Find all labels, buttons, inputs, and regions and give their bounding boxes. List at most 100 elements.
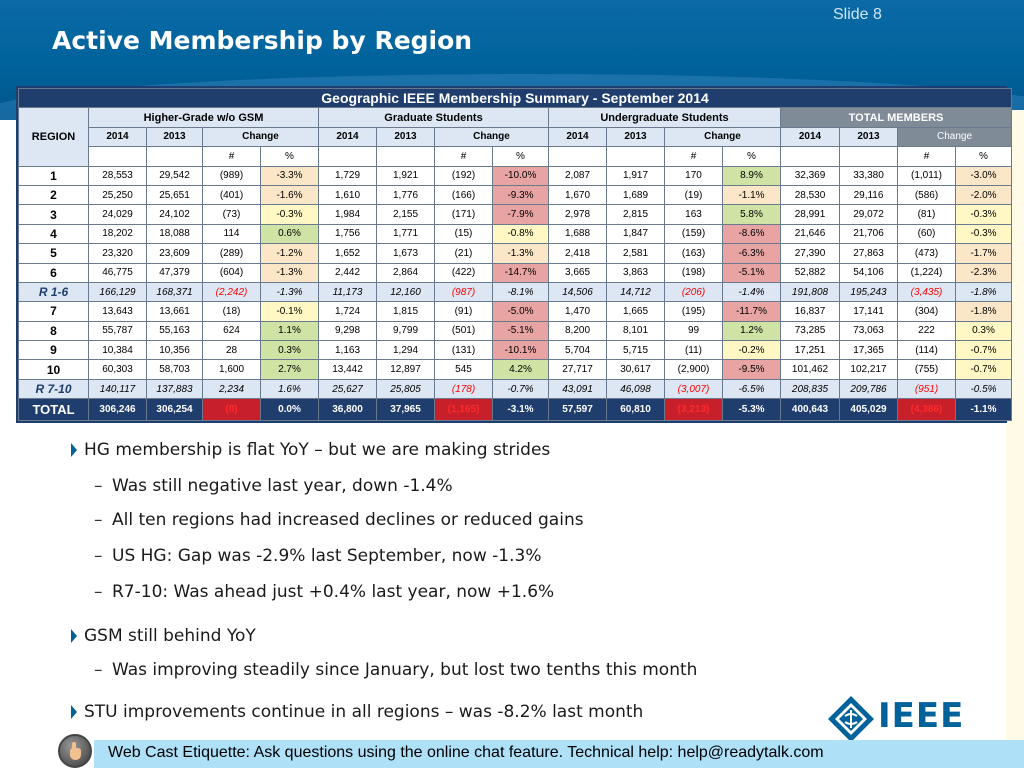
table-cell: 8,200 [548,320,607,342]
table-cell: 30,617 [606,359,665,380]
table-cell: 10,384 [88,340,147,361]
table-cell: 28,530 [780,184,840,206]
table-cell: 102,217 [839,359,898,380]
table-cell: (8) [202,398,261,422]
table-cell: 195,243 [839,281,898,303]
table-cell: 4.2% [492,359,549,380]
table-cell: 29,116 [839,184,898,206]
change-header: Change [664,126,781,148]
table-cell: -3.0% [955,165,1012,186]
table-cell: (422) [434,262,493,283]
table-cell: 24,029 [88,204,147,225]
bullet-text: Was still negative last year, down -1.4% [112,476,453,496]
table-cell: 140,117 [88,378,147,400]
table-cell: 0.3% [260,340,319,361]
sub-bullet-item: – US HG: Gap was -2.9% last September, no… [94,546,541,566]
blank-unit-cell [376,146,435,167]
table-cell: -1.7% [955,243,1012,264]
table-cell: (473) [897,243,956,264]
region-cell: R 7-10 [18,378,89,400]
table-cell: -11.7% [722,301,781,322]
table-cell: 1,756 [318,223,377,245]
table-cell: -3.3% [260,165,319,186]
membership-summary-table: Geographic IEEE Membership Summary - Sep… [18,87,1012,422]
table-cell: 1.1% [260,320,319,342]
region-cell: TOTAL [18,398,89,422]
table-cell: 1,815 [376,301,435,322]
table-cell: 29,072 [839,204,898,225]
table-cell: 1,689 [606,184,665,206]
table-cell: 21,646 [780,223,840,245]
table-cell: 1,688 [548,223,607,245]
table-cell: -0.7% [955,359,1012,380]
table-cell: 1,724 [318,301,377,322]
table-cell: 25,627 [318,378,377,400]
table-cell: 2,234 [202,378,261,400]
table-cell: -5.3% [722,398,781,422]
table-cell: 2,864 [376,262,435,283]
table-cell: -0.8% [492,223,549,245]
table-cell: 28,991 [780,204,840,225]
table-cell: -3.1% [492,398,549,422]
footer-bar: Web Cast Etiquette: Ask questions using … [94,740,1024,768]
table-cell: 55,163 [146,320,203,342]
table-cell: -1.3% [492,243,549,264]
table-cell: 1,984 [318,204,377,225]
region-cell: 2 [18,184,89,206]
table-cell: -0.3% [955,204,1012,225]
table-cell: 36,800 [318,398,377,422]
table-row: R 1-6 166,129 168,371 (2,242) -1.3% 11,173 12,… [18,281,1012,303]
bullet-text: HG membership is flat YoY – but we are m… [84,440,551,460]
table-cell: 1,847 [606,223,665,245]
table-cell: 57,597 [548,398,607,422]
table-cell: -1.8% [955,281,1012,303]
table-cell: 23,609 [146,243,203,264]
region-cell: 4 [18,223,89,245]
bullet-item: HG membership is flat YoY – but we are m… [71,440,551,460]
table-cell: 209,786 [839,378,898,400]
table-cell: 168,371 [146,281,203,303]
table-cell: 2,087 [548,165,607,186]
table-cell: 1,652 [318,243,377,264]
table-cell: 1,294 [376,340,435,361]
table-cell: 2,815 [606,204,665,225]
region-cell: 8 [18,320,89,342]
table-cell: -9.3% [492,184,549,206]
raised-hand-icon[interactable] [58,734,92,768]
table-cell: 2,442 [318,262,377,283]
blank-unit-cell [548,146,607,167]
hand-palm [70,748,81,760]
table-cell: 1.6% [260,378,319,400]
table-cell: 10,356 [146,340,203,361]
table-cell: 60,810 [606,398,665,422]
chevron-right-icon [71,629,77,643]
table-cell: (159) [664,223,723,245]
sub-bullet-item: – Was improving steadily since January, b… [94,660,697,680]
table-cell: 1,917 [606,165,665,186]
table-cell: -0.3% [955,223,1012,245]
table-cell: 2,418 [548,243,607,264]
unit-header: # [897,146,956,167]
table-cell: 3,863 [606,262,665,283]
table-cell: -1.2% [260,243,319,264]
table-cell: -5.0% [492,301,549,322]
table-cell: (192) [434,165,493,186]
table-cell: (987) [434,281,493,303]
table-cell: -0.2% [722,340,781,361]
chevron-right-icon [71,443,77,457]
blank-unit-cell [318,146,377,167]
table-cell: -1.1% [955,398,1012,422]
table-cell: 43,091 [548,378,607,400]
bullet-item: GSM still behind YoY [71,626,256,646]
table-cell: 2,155 [376,204,435,225]
table-cell: -0.7% [492,378,549,400]
table-cell: (755) [897,359,956,380]
table-cell: 0.3% [955,320,1012,342]
table-cell: -0.7% [955,340,1012,361]
table-cell: 99 [664,320,723,342]
blank-unit-cell [146,146,203,167]
bullet-text: GSM still behind YoY [84,626,256,646]
table-cell: 0.6% [260,223,319,245]
table-cell: -1.6% [260,184,319,206]
table-cell: 17,365 [839,340,898,361]
